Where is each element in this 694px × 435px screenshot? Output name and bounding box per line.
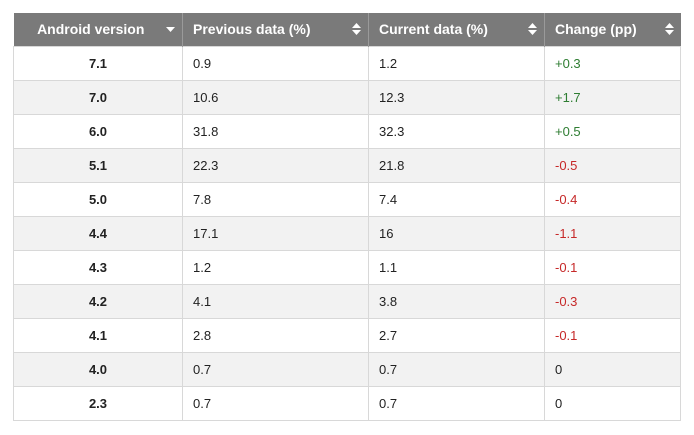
cell-android-version: 5.1	[13, 147, 183, 183]
cell-android-version: 2.3	[13, 385, 183, 421]
cell-android-version: 4.1	[13, 317, 183, 353]
column-header-label: Android version	[37, 21, 145, 38]
sort-desc-icon[interactable]	[166, 22, 175, 36]
cell-change: -0.5	[544, 147, 681, 183]
cell-previous-data: 10.6	[182, 79, 369, 115]
table-row: 5.1 22.3 21.8 -0.5	[13, 147, 681, 183]
header-row: Android version Previous data (%) Curren…	[13, 13, 681, 46]
android-version-table: Android version Previous data (%) Curren…	[13, 13, 681, 421]
column-header-label: Current data (%)	[379, 21, 488, 38]
table-body: 7.1 0.9 1.2 +0.3 7.0 10.6 12.3 +1.7 6.0 31.8 32.3 +…	[13, 45, 681, 421]
table-row: 7.0 10.6 12.3 +1.7	[13, 79, 681, 115]
table-header: Android version Previous data (%) Curren…	[13, 13, 681, 46]
table-row: 4.3 1.2 1.1 -0.1	[13, 249, 681, 285]
sort-icon[interactable]	[352, 22, 361, 36]
cell-current-data: 32.3	[368, 113, 545, 149]
column-header-android-version[interactable]: Android version	[13, 13, 183, 46]
cell-change: 0	[544, 351, 681, 387]
cell-change: -0.1	[544, 317, 681, 353]
cell-previous-data: 7.8	[182, 181, 369, 217]
table-row: 4.1 2.8 2.7 -0.1	[13, 317, 681, 353]
table-row: 2.3 0.7 0.7 0	[13, 385, 681, 421]
table-row: 5.0 7.8 7.4 -0.4	[13, 181, 681, 217]
cell-android-version: 4.3	[13, 249, 183, 285]
cell-current-data: 16	[368, 215, 545, 251]
cell-change: +1.7	[544, 79, 681, 115]
cell-change: +0.3	[544, 45, 681, 81]
cell-previous-data: 22.3	[182, 147, 369, 183]
column-header-change[interactable]: Change (pp)	[544, 13, 681, 46]
column-header-previous-data[interactable]: Previous data (%)	[182, 13, 369, 46]
cell-change: -0.1	[544, 249, 681, 285]
cell-previous-data: 17.1	[182, 215, 369, 251]
cell-android-version: 6.0	[13, 113, 183, 149]
data-table: Android version Previous data (%) Curren…	[13, 13, 681, 421]
sort-icon[interactable]	[664, 22, 674, 36]
cell-current-data: 1.1	[368, 249, 545, 285]
cell-android-version: 4.2	[13, 283, 183, 319]
cell-previous-data: 2.8	[182, 317, 369, 353]
table-row: 4.4 17.1 16 -1.1	[13, 215, 681, 251]
cell-android-version: 4.4	[13, 215, 183, 251]
cell-previous-data: 31.8	[182, 113, 369, 149]
cell-change: -0.4	[544, 181, 681, 217]
cell-change: 0	[544, 385, 681, 421]
cell-previous-data: 0.7	[182, 385, 369, 421]
cell-previous-data: 1.2	[182, 249, 369, 285]
table-row: 4.2 4.1 3.8 -0.3	[13, 283, 681, 319]
table-row: 4.0 0.7 0.7 0	[13, 351, 681, 387]
cell-android-version: 7.0	[13, 79, 183, 115]
cell-current-data: 0.7	[368, 351, 545, 387]
cell-change: +0.5	[544, 113, 681, 149]
column-header-current-data[interactable]: Current data (%)	[368, 13, 545, 46]
cell-current-data: 0.7	[368, 385, 545, 421]
table-row: 7.1 0.9 1.2 +0.3	[13, 45, 681, 81]
column-header-label: Change (pp)	[555, 21, 637, 38]
cell-current-data: 2.7	[368, 317, 545, 353]
sort-icon[interactable]	[528, 22, 537, 36]
cell-current-data: 1.2	[368, 45, 545, 81]
cell-previous-data: 0.7	[182, 351, 369, 387]
cell-android-version: 4.0	[13, 351, 183, 387]
column-header-label: Previous data (%)	[193, 21, 311, 38]
cell-previous-data: 4.1	[182, 283, 369, 319]
cell-android-version: 7.1	[13, 45, 183, 81]
table-row: 6.0 31.8 32.3 +0.5	[13, 113, 681, 149]
cell-current-data: 21.8	[368, 147, 545, 183]
cell-previous-data: 0.9	[182, 45, 369, 81]
cell-android-version: 5.0	[13, 181, 183, 217]
cell-current-data: 7.4	[368, 181, 545, 217]
cell-change: -1.1	[544, 215, 681, 251]
cell-current-data: 12.3	[368, 79, 545, 115]
cell-change: -0.3	[544, 283, 681, 319]
cell-current-data: 3.8	[368, 283, 545, 319]
